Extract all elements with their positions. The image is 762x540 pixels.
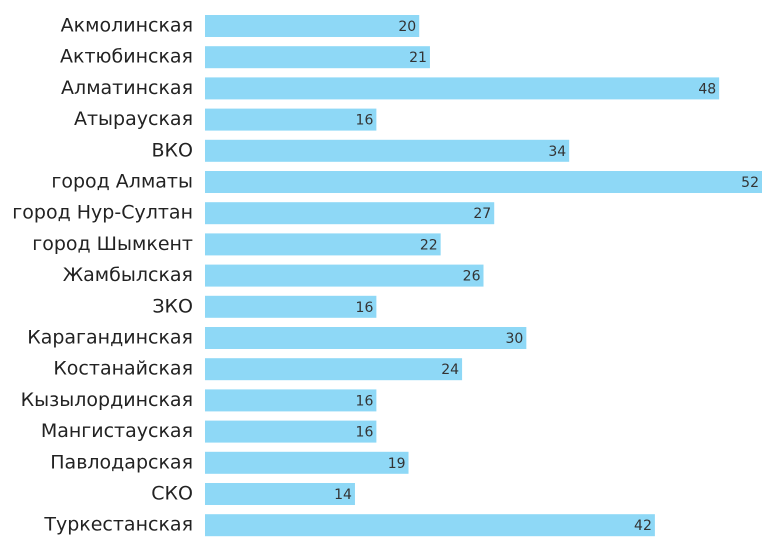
bar	[205, 15, 420, 37]
value-label: 24	[441, 362, 459, 378]
bar	[205, 451, 409, 474]
value-label: 22	[420, 237, 438, 253]
value-label: 52	[741, 175, 759, 191]
bar	[205, 233, 441, 256]
category-label: Павлодарская	[50, 451, 193, 473]
bar	[205, 358, 463, 381]
category-label: СКО	[151, 483, 193, 505]
bar	[205, 108, 377, 131]
value-label: 48	[698, 81, 716, 97]
bar	[205, 327, 527, 349]
bar	[205, 264, 484, 287]
value-label: 16	[356, 113, 374, 129]
category-label: ЗКО	[152, 295, 193, 317]
category-label: Мангистауская	[41, 420, 193, 442]
value-label: 26	[463, 269, 481, 285]
category-label: ВКО	[152, 139, 193, 161]
category-label: город Нур-Султан	[12, 202, 193, 224]
value-label: 21	[409, 50, 427, 66]
category-label: Костанайская	[53, 358, 193, 380]
bar	[205, 77, 720, 100]
bar	[205, 420, 377, 443]
category-label: Карагандинская	[27, 327, 193, 349]
category-label: Актюбинская	[60, 46, 193, 68]
category-label: Атырауская	[74, 108, 193, 130]
value-label: 19	[388, 456, 406, 472]
value-label: 16	[356, 300, 374, 316]
value-label: 27	[473, 206, 491, 222]
value-label: 42	[634, 518, 652, 534]
bar	[205, 483, 355, 505]
bar	[205, 46, 430, 69]
category-label: Алматинская	[61, 77, 193, 99]
category-label: город Алматы	[51, 171, 193, 193]
bar	[205, 295, 377, 318]
category-label: Туркестанская	[43, 514, 193, 536]
bar	[205, 389, 377, 412]
value-label: 30	[506, 331, 524, 347]
category-label: Жамбылская	[63, 264, 193, 286]
value-label: 16	[356, 393, 374, 409]
value-label: 14	[334, 487, 352, 503]
value-label: 20	[398, 19, 416, 35]
category-label: Кызылординская	[21, 389, 193, 411]
bar	[205, 202, 495, 225]
bar	[205, 171, 762, 193]
bar	[205, 514, 655, 537]
value-label: 34	[548, 144, 566, 160]
category-label: Акмолинская	[61, 15, 193, 37]
value-label: 16	[356, 425, 374, 441]
category-label: город Шымкент	[32, 233, 193, 255]
bar	[205, 139, 570, 162]
